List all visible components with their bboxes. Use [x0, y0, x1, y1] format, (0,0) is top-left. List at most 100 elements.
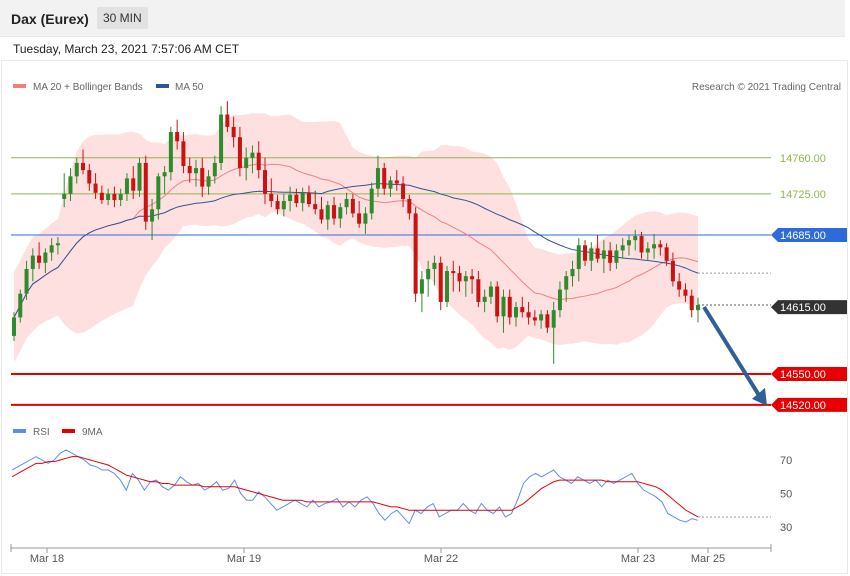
candle [639, 231, 644, 259]
candle-body [589, 248, 594, 261]
candle-body [294, 194, 299, 204]
candle [570, 260, 575, 287]
candle [652, 233, 657, 259]
candle [514, 301, 519, 327]
candle-body [457, 273, 462, 282]
candle [200, 157, 205, 197]
candle-body [388, 180, 393, 189]
candle [231, 116, 236, 148]
candle [520, 296, 525, 318]
candle [677, 273, 682, 297]
candle [175, 119, 180, 150]
candle [338, 203, 343, 228]
candle [601, 240, 606, 274]
bollinger-band-area [14, 113, 698, 363]
candle [112, 186, 117, 208]
candle [275, 194, 280, 215]
candle-body [244, 157, 249, 169]
candle [369, 182, 374, 220]
candle-body [539, 314, 544, 321]
candle-body [175, 132, 180, 142]
candle-body [193, 168, 198, 174]
candle-body [12, 317, 16, 336]
candle-body [263, 170, 268, 194]
candle [150, 198, 155, 241]
candle-body [601, 250, 606, 259]
candle-body [507, 296, 512, 318]
arrow-shaft [702, 306, 762, 398]
candle [457, 265, 462, 292]
candle-body [24, 268, 29, 294]
candle [256, 141, 261, 179]
candle [193, 159, 198, 187]
candle-body [583, 245, 588, 261]
candle-body [49, 245, 54, 253]
candle-body [162, 172, 167, 177]
candle [306, 185, 311, 208]
candle [68, 168, 73, 202]
candle-body [401, 183, 406, 199]
candle-body [639, 236, 644, 253]
candle-body [150, 209, 155, 222]
candle [288, 186, 293, 212]
x-tick-label: Mar 19 [227, 553, 261, 565]
candle-body [74, 162, 79, 177]
candle [645, 242, 650, 261]
chart-header: Dax (Eurex) 30 MIN [0, 0, 845, 37]
timestamp: Tuesday, March 23, 2021 7:57:06 AM CET [13, 42, 240, 56]
level-label-pivot: 14685.00 [780, 230, 826, 242]
candle-body [106, 193, 111, 200]
level-tag-support [771, 397, 847, 412]
candle-body [545, 314, 550, 328]
candle [382, 162, 387, 195]
candle-body [357, 213, 362, 224]
candle-body [620, 245, 625, 251]
candle [12, 312, 16, 342]
candle-body [633, 236, 638, 241]
candle-body [313, 204, 318, 210]
candle-body [683, 289, 688, 296]
candle [526, 301, 531, 325]
candle [545, 310, 550, 333]
candle [444, 265, 449, 308]
candle [394, 170, 399, 191]
rsi-level-label: 70 [780, 455, 792, 467]
candle-body [168, 132, 173, 173]
candle [24, 260, 29, 300]
candle [99, 185, 104, 205]
candle [269, 178, 274, 208]
ma20-legend-label: MA 20 + Bollinger Bands [33, 82, 143, 93]
timeframe-button[interactable]: 30 MIN [97, 7, 148, 29]
candle [689, 289, 694, 318]
candle [118, 188, 123, 207]
candle [131, 166, 136, 199]
ma20-legend-swatch [13, 84, 26, 88]
candle [55, 237, 60, 255]
candle-body [300, 192, 305, 204]
candle-body [30, 255, 35, 269]
candle [168, 126, 173, 181]
candle-body [463, 276, 468, 282]
candle [375, 155, 380, 197]
ma50-legend-label: MA 50 [175, 82, 204, 93]
candle-body [595, 248, 600, 259]
candle [470, 268, 475, 294]
arrow-head [752, 387, 767, 406]
candle-body [451, 271, 456, 274]
candle-body [93, 183, 98, 193]
candle-body [375, 168, 380, 189]
rsi-level-label: 30 [780, 522, 792, 534]
candle [143, 155, 148, 230]
candle [451, 260, 456, 292]
candle-body [419, 279, 424, 294]
level-label-support: 14550.00 [780, 369, 826, 381]
candle [49, 238, 54, 261]
candle-body [87, 170, 92, 184]
candle [244, 147, 249, 181]
rsi-line [11, 449, 699, 525]
candle [576, 238, 581, 282]
candle-body [81, 162, 86, 171]
candle [495, 281, 500, 323]
candle [532, 310, 537, 326]
